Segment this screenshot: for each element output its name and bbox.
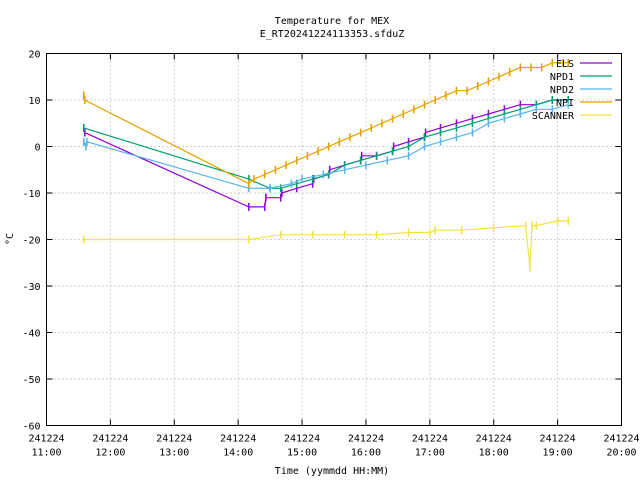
x-tick-label: 19:00 [543,448,573,459]
x-tick-label: 18:00 [479,448,509,459]
legend: ELS NPD1 NPD2 NPI SCANNER [532,59,612,122]
x-axis-label: Time (yymmdd HH:MM) [275,466,389,477]
y-tick-label: -20 [22,236,40,247]
series-line-npi [83,62,569,185]
x-tick-label: 241224 [348,434,384,445]
y-tick-label: 10 [28,96,40,107]
x-tick-label: 241224 [28,434,64,445]
x-tick-label: 20:00 [606,448,636,459]
y-tick-label: -40 [22,329,40,340]
x-tick-label: 241224 [284,434,320,445]
x-tick-label: 15:00 [287,448,317,459]
x-tick-label: 241224 [603,434,639,445]
x-tick-label: 241224 [412,434,448,445]
x-tick-label: 16:00 [351,448,381,459]
legend-label-npd2: NPD2 [550,85,574,96]
y-tick-label: -30 [22,282,40,293]
y-tick-label: -60 [22,422,40,433]
x-tick-label: 17:00 [415,448,445,459]
x-tick-label: 14:00 [223,448,253,459]
x-tick-label: 13:00 [159,448,189,459]
series-line-npd1 [83,99,569,189]
x-tick-label: 241224 [220,434,256,445]
x-tick-label: 12:00 [95,448,125,459]
legend-label-npi: NPI [556,98,574,109]
chart-subtitle: E_RT20241224113353.sfduZ [260,29,405,40]
plot-frame [46,53,622,426]
chart-title: Temperature for MEX [275,16,389,27]
x-tick-label: 11:00 [31,448,61,459]
x-tick-label: 241224 [92,434,128,445]
y-tick-label: -10 [22,189,40,200]
legend-label-els: ELS [556,59,574,70]
legend-label-scanner: SCANNER [532,111,575,122]
data-series [83,58,570,272]
y-tick-label: -50 [22,375,40,386]
series-line-els [83,99,569,208]
y-axis-label: °C [5,233,16,245]
x-tick-label: 241224 [156,434,192,445]
y-tick-label: 20 [28,50,40,61]
x-tick-label: 241224 [476,434,512,445]
series-line-npd2 [83,104,569,189]
y-tick-label: 0 [34,143,40,154]
x-tick-label: 241224 [540,434,576,445]
legend-label-npd1: NPD1 [550,72,574,83]
